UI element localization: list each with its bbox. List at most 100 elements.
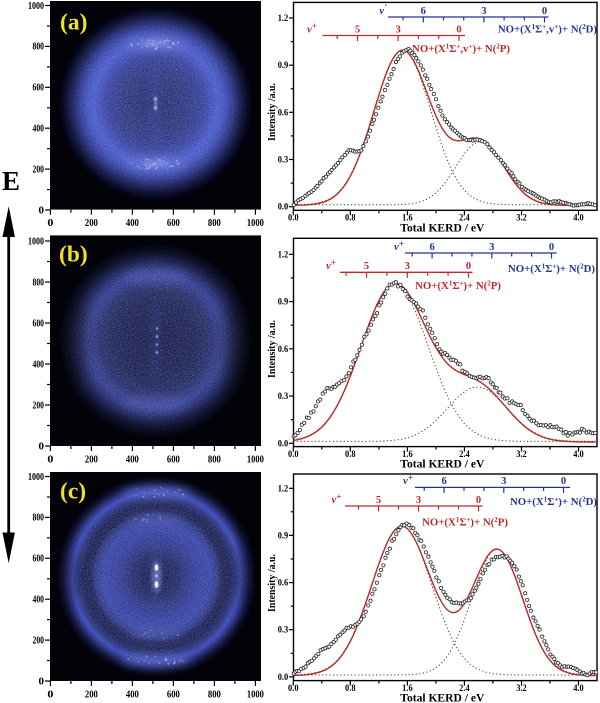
svg-text:NO+(X1Σ+)+ N(2P): NO+(X1Σ+)+ N(2P)	[422, 516, 508, 529]
svg-text:(a): (a)	[60, 10, 87, 36]
svg-text:0: 0	[542, 6, 547, 17]
svg-text:400: 400	[33, 359, 45, 370]
svg-text:800: 800	[208, 689, 221, 701]
svg-text:3: 3	[395, 24, 400, 35]
svg-text:Total KERD / eV: Total KERD / eV	[400, 457, 484, 471]
svg-text:(b): (b)	[59, 242, 88, 268]
svg-text:1000: 1000	[247, 689, 264, 701]
svg-text:200: 200	[85, 689, 98, 701]
svg-text:1.2: 1.2	[278, 13, 289, 24]
svg-text:4.0: 4.0	[573, 213, 584, 224]
svg-text:800: 800	[208, 217, 221, 229]
svg-text:1.6: 1.6	[402, 683, 413, 694]
svg-text:0.3: 0.3	[278, 155, 289, 166]
svg-text:0.0: 0.0	[288, 213, 299, 224]
svg-text:200: 200	[33, 635, 45, 646]
svg-text:3: 3	[489, 242, 494, 253]
svg-text:v+: v+	[326, 258, 336, 273]
svg-text:0: 0	[39, 441, 45, 452]
svg-text:0.6: 0.6	[278, 344, 289, 355]
svg-text:200: 200	[33, 400, 45, 411]
svg-text:400: 400	[126, 217, 139, 229]
svg-text:0: 0	[466, 261, 471, 272]
svg-text:3: 3	[416, 495, 421, 506]
svg-text:0.6: 0.6	[278, 578, 289, 589]
svg-text:5: 5	[364, 261, 369, 272]
svg-text:800: 800	[33, 42, 45, 53]
svg-text:600: 600	[167, 689, 180, 701]
svg-text:4.0: 4.0	[573, 683, 584, 694]
svg-text:(c): (c)	[60, 479, 86, 505]
svg-text:2.4: 2.4	[459, 683, 470, 694]
svg-text:0: 0	[47, 454, 54, 466]
svg-text:0.9: 0.9	[278, 530, 289, 541]
svg-text:3.2: 3.2	[516, 213, 527, 224]
svg-text:0: 0	[476, 495, 481, 506]
svg-text:3: 3	[405, 261, 410, 272]
svg-text:0.9: 0.9	[278, 297, 289, 308]
svg-text:600: 600	[167, 454, 180, 466]
svg-text:1.2: 1.2	[278, 249, 289, 260]
svg-text:1000: 1000	[28, 236, 44, 247]
svg-text:800: 800	[33, 277, 45, 288]
svg-text:2.4: 2.4	[459, 213, 470, 224]
svg-text:v+: v+	[332, 491, 342, 506]
svg-text:NO+(X1Σ+)+ N(2D): NO+(X1Σ+)+ N(2D)	[510, 496, 597, 509]
svg-text:0: 0	[39, 205, 45, 216]
svg-text:Intensity /a.u.: Intensity /a.u.	[266, 554, 278, 612]
svg-text:0: 0	[456, 24, 461, 35]
svg-text:2.4: 2.4	[459, 449, 470, 460]
svg-text:1000: 1000	[28, 1, 44, 12]
svg-text:4.0: 4.0	[573, 449, 584, 460]
svg-text:5: 5	[355, 24, 360, 35]
svg-text:0.0: 0.0	[278, 438, 289, 449]
svg-text:6: 6	[421, 6, 426, 17]
svg-text:3.2: 3.2	[516, 683, 527, 694]
svg-text:600: 600	[33, 318, 45, 329]
svg-text:6: 6	[441, 476, 446, 487]
svg-text:400: 400	[33, 124, 45, 135]
svg-text:5: 5	[376, 495, 381, 506]
svg-text:1.6: 1.6	[402, 449, 413, 460]
svg-text:0: 0	[561, 476, 566, 487]
svg-text:0: 0	[549, 242, 554, 253]
svg-text:3.2: 3.2	[516, 449, 527, 460]
svg-text:E: E	[2, 166, 20, 196]
svg-text:0.3: 0.3	[278, 391, 289, 402]
svg-text:6: 6	[429, 242, 434, 253]
svg-text:600: 600	[33, 83, 45, 94]
svg-text:v+: v+	[394, 238, 404, 253]
svg-text:0: 0	[47, 689, 54, 701]
svg-text:NO+(X1Σ+)+ N(2D): NO+(X1Σ+)+ N(2D)	[508, 263, 595, 276]
svg-text:200: 200	[85, 217, 98, 229]
svg-text:200: 200	[33, 164, 45, 175]
svg-text:0.8: 0.8	[345, 213, 356, 224]
svg-text:800: 800	[208, 454, 221, 466]
svg-text:0.3: 0.3	[278, 625, 289, 636]
svg-text:600: 600	[33, 554, 45, 565]
svg-text:0: 0	[39, 676, 45, 687]
svg-text:v+: v+	[307, 21, 317, 36]
svg-text:0.8: 0.8	[345, 449, 356, 460]
svg-text:1000: 1000	[247, 217, 264, 229]
svg-text:200: 200	[85, 454, 98, 466]
svg-text:1.6: 1.6	[402, 213, 413, 224]
svg-text:0.0: 0.0	[288, 683, 299, 694]
svg-text:NO+(X1Σ+)+ N(2P): NO+(X1Σ+)+ N(2P)	[415, 280, 501, 293]
svg-text:Total KERD / eV: Total KERD / eV	[400, 220, 484, 234]
svg-text:400: 400	[33, 595, 45, 606]
svg-text:Intensity /a.u.: Intensity /a.u.	[266, 83, 278, 141]
svg-text:0.6: 0.6	[278, 107, 289, 118]
svg-text:0.0: 0.0	[278, 202, 289, 213]
svg-text:NO+(X1Σ+,v+)+ N(2D): NO+(X1Σ+,v+)+ N(2D)	[498, 23, 598, 36]
svg-text:600: 600	[167, 217, 180, 229]
svg-text:0: 0	[47, 217, 54, 229]
svg-text:400: 400	[126, 454, 139, 466]
svg-text:0.0: 0.0	[288, 449, 299, 460]
svg-text:1000: 1000	[247, 454, 264, 466]
svg-text:0.9: 0.9	[278, 60, 289, 71]
svg-text:3: 3	[501, 476, 506, 487]
svg-text:Intensity /a.u.: Intensity /a.u.	[266, 320, 278, 378]
svg-text:v': v'	[379, 2, 387, 16]
svg-text:3: 3	[481, 6, 486, 17]
